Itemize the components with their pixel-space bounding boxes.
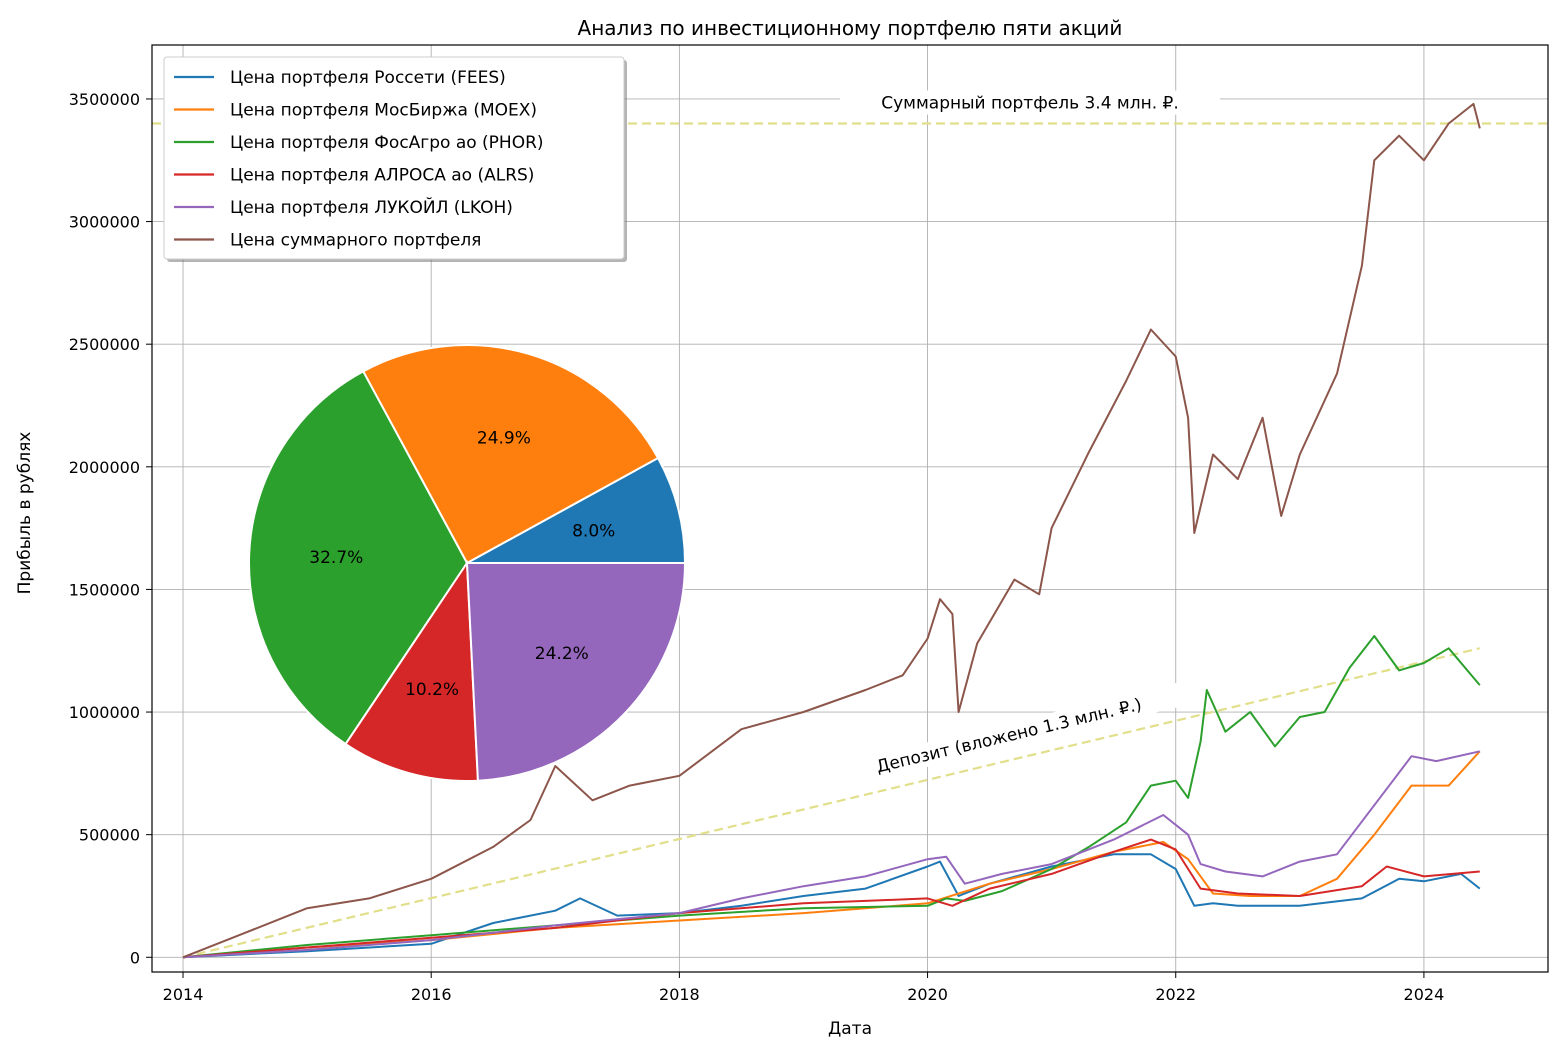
series-lines <box>182 102 1481 959</box>
x-tick-label: 2014 <box>163 985 204 1004</box>
pie-label-1: 24.9% <box>477 429 531 449</box>
deposit-line <box>182 647 1481 959</box>
y-tick-label: 3000000 <box>69 213 140 232</box>
total-portfolio-label: Суммарный портфель 3.4 млн. ₽. <box>881 93 1179 113</box>
y-tick-label: 3500000 <box>69 90 140 109</box>
x-tick-label: 2022 <box>1155 985 1196 1004</box>
series-line-3 <box>182 838 1480 959</box>
y-tick-label: 500000 <box>79 826 140 845</box>
x-axis-label: Дата <box>828 1019 872 1039</box>
pie-label-4: 24.2% <box>535 644 589 664</box>
chart-title: Анализ по инвестиционному портфелю пяти … <box>578 16 1123 40</box>
pie-chart: 8.0% 24.9% 32.7% 10.2% 24.2% <box>248 344 687 782</box>
pie-label-0: 8.0% <box>572 522 615 542</box>
legend-entry-4: Цена портфеля ЛУКОЙЛ (LKOH) <box>230 196 513 218</box>
y-tick-label: 0 <box>130 948 140 967</box>
plot-frame <box>151 44 1549 973</box>
x-tick-label: 2016 <box>411 985 452 1004</box>
series-line-5 <box>182 102 1481 959</box>
x-tick-label: 2018 <box>659 985 700 1004</box>
series-line-2 <box>182 635 1481 959</box>
legend: Цена портфеля Россети (FEES) Цена портфел… <box>163 56 627 262</box>
legend-entry-1: Цена портфеля МосБиржа (MOEX) <box>230 101 537 121</box>
series-line-4 <box>182 750 1481 959</box>
y-axis-label: Прибыль в рублях <box>15 432 35 595</box>
x-tick-label: 2024 <box>1404 985 1445 1004</box>
legend-entry-0: Цена портфеля Россети (FEES) <box>230 68 506 88</box>
deposit-label-bg <box>835 682 1182 788</box>
x-tick-label: 2020 <box>907 985 948 1004</box>
pie-slice-2 <box>248 369 469 746</box>
y-tick-label: 2000000 <box>69 458 140 477</box>
pie-label-3: 10.2% <box>405 680 459 700</box>
legend-entry-2: Цена портфеля ФосАгро ао (PHOR) <box>230 133 544 153</box>
total-portfolio-label-bg <box>840 90 1220 115</box>
series-line-0 <box>182 853 1481 959</box>
y-tick-label: 1000000 <box>69 703 140 722</box>
pie-slice-4 <box>465 562 687 782</box>
pie-slice-1 <box>361 344 660 565</box>
axis-ticks: 2014 2016 2018 2020 2022 2024 0 500000 1000000 15… <box>69 90 1445 1004</box>
y-tick-label: 1500000 <box>69 580 140 599</box>
legend-box <box>163 56 625 260</box>
legend-entry-3: Цена портфеля АЛРОСА ао (ALRS) <box>230 166 534 186</box>
pie-slice-3 <box>344 559 479 782</box>
legend-entry-5: Цена суммарного портфеля <box>230 231 481 251</box>
y-tick-label: 2500000 <box>69 335 140 354</box>
pie-label-2: 32.7% <box>309 548 363 568</box>
pie-slice-0 <box>466 456 687 564</box>
